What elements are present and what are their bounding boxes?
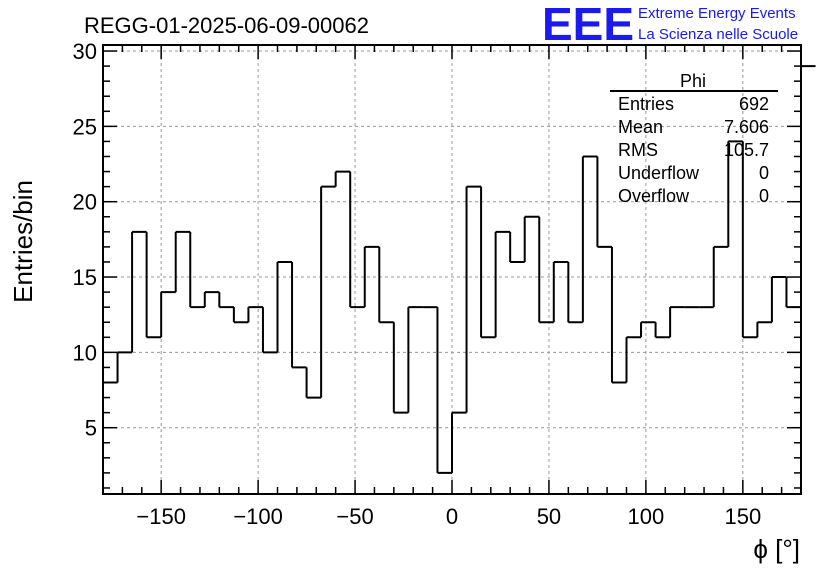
stats-row-value: 105.7 — [724, 140, 769, 160]
histogram-bin — [523, 215, 540, 262]
logo-line-2: La Scienza nelle Scuole — [638, 26, 798, 43]
stats-row-label: Mean — [618, 117, 663, 137]
histogram-bin — [160, 291, 176, 338]
stats-row-label: Entries — [618, 94, 674, 114]
histogram-bin — [392, 322, 409, 414]
histogram-bin — [378, 246, 394, 324]
histogram-bin — [567, 261, 583, 324]
histogram-bin — [436, 307, 452, 474]
histogram-bin — [727, 140, 743, 247]
x-axis-label: ϕ [°] — [753, 534, 800, 564]
histogram-bin — [480, 186, 496, 339]
y-tick-label: 20 — [73, 190, 97, 215]
histogram-bin — [203, 291, 220, 308]
histogram-bin — [291, 261, 307, 369]
histogram-bin — [218, 292, 234, 309]
stats-row-value: 0 — [759, 186, 769, 206]
histogram-bin — [465, 185, 482, 413]
x-tick-label: 0 — [446, 504, 458, 529]
logo-mark: EEE — [542, 0, 634, 50]
histogram-bin — [770, 276, 787, 323]
x-tick-label: −100 — [233, 504, 283, 529]
histogram-bin — [261, 307, 278, 354]
stats-row-value: 692 — [739, 94, 769, 114]
axis-ticks — [102, 45, 802, 494]
histogram-bin — [334, 170, 351, 187]
histogram-bin — [596, 156, 612, 248]
stats-row-value: 0 — [759, 163, 769, 183]
histogram-bin — [189, 231, 205, 309]
histogram-bin — [625, 336, 642, 383]
histogram-bin — [741, 141, 758, 339]
histogram-bin — [756, 321, 772, 338]
histogram-bin — [800, 65, 816, 308]
histogram-bin — [320, 185, 336, 398]
histogram-bars — [103, 65, 816, 474]
histogram-bin — [247, 306, 263, 323]
x-tick-label: −50 — [336, 504, 373, 529]
y-tick-label: 5 — [85, 416, 97, 441]
stats-box: Phi Entries 692 Mean 7.606 RMS 105.7 Underflow… — [610, 71, 778, 206]
histogram-bin — [654, 322, 671, 339]
histogram-bin — [174, 230, 191, 293]
histogram-bin — [451, 411, 467, 473]
histogram-bin — [581, 155, 598, 323]
histogram-bin — [145, 231, 162, 339]
histogram-bin — [538, 216, 554, 324]
x-tick-label: 150 — [724, 504, 761, 529]
x-tick-label: 100 — [628, 504, 665, 529]
histogram-bin — [494, 230, 511, 338]
histogram-bin — [116, 351, 133, 383]
histogram-bin — [407, 306, 423, 413]
histogram-bin — [305, 367, 322, 399]
stats-row-label: Underflow — [618, 163, 700, 183]
histogram-bin — [363, 245, 380, 308]
y-axis-label: Entries/bin — [8, 180, 38, 303]
y-tick-label: 10 — [73, 340, 97, 365]
stats-row-value: 7.606 — [724, 117, 769, 137]
histogram-bin — [276, 260, 293, 353]
histogram-bin — [640, 321, 656, 338]
stats-row-label: RMS — [618, 140, 658, 160]
chart-title: REGG-01-2025-06-09-00062 — [84, 13, 369, 38]
histogram-bin — [552, 260, 569, 323]
y-tick-label: 30 — [73, 39, 97, 64]
histogram-bin — [610, 246, 627, 384]
logo-line-1: Extreme Energy Events — [638, 5, 796, 22]
histogram-bin — [712, 245, 729, 308]
histogram-bin — [509, 231, 525, 263]
x-tick-label: 50 — [537, 504, 561, 529]
stats-row-label: Overflow — [618, 186, 690, 206]
tick-labels: −150 −100 −50 0 50 100 150 5 10 15 20 25 30 — [73, 39, 762, 529]
histogram-bin — [349, 171, 365, 309]
eee-logo: EEE Extreme Energy Events La Scienza nel… — [542, 0, 798, 50]
stats-box-name: Phi — [680, 71, 706, 91]
y-tick-label: 15 — [73, 265, 97, 290]
stats-box-rows: Entries 692 Mean 7.606 RMS 105.7 Underflow 0 Ove… — [618, 94, 769, 206]
y-tick-label: 25 — [73, 114, 97, 139]
histogram-bin — [232, 307, 249, 324]
histogram-bin — [131, 230, 147, 353]
grid-lines — [103, 45, 801, 494]
x-tick-label: −150 — [136, 504, 186, 529]
histogram-bin — [669, 306, 685, 338]
